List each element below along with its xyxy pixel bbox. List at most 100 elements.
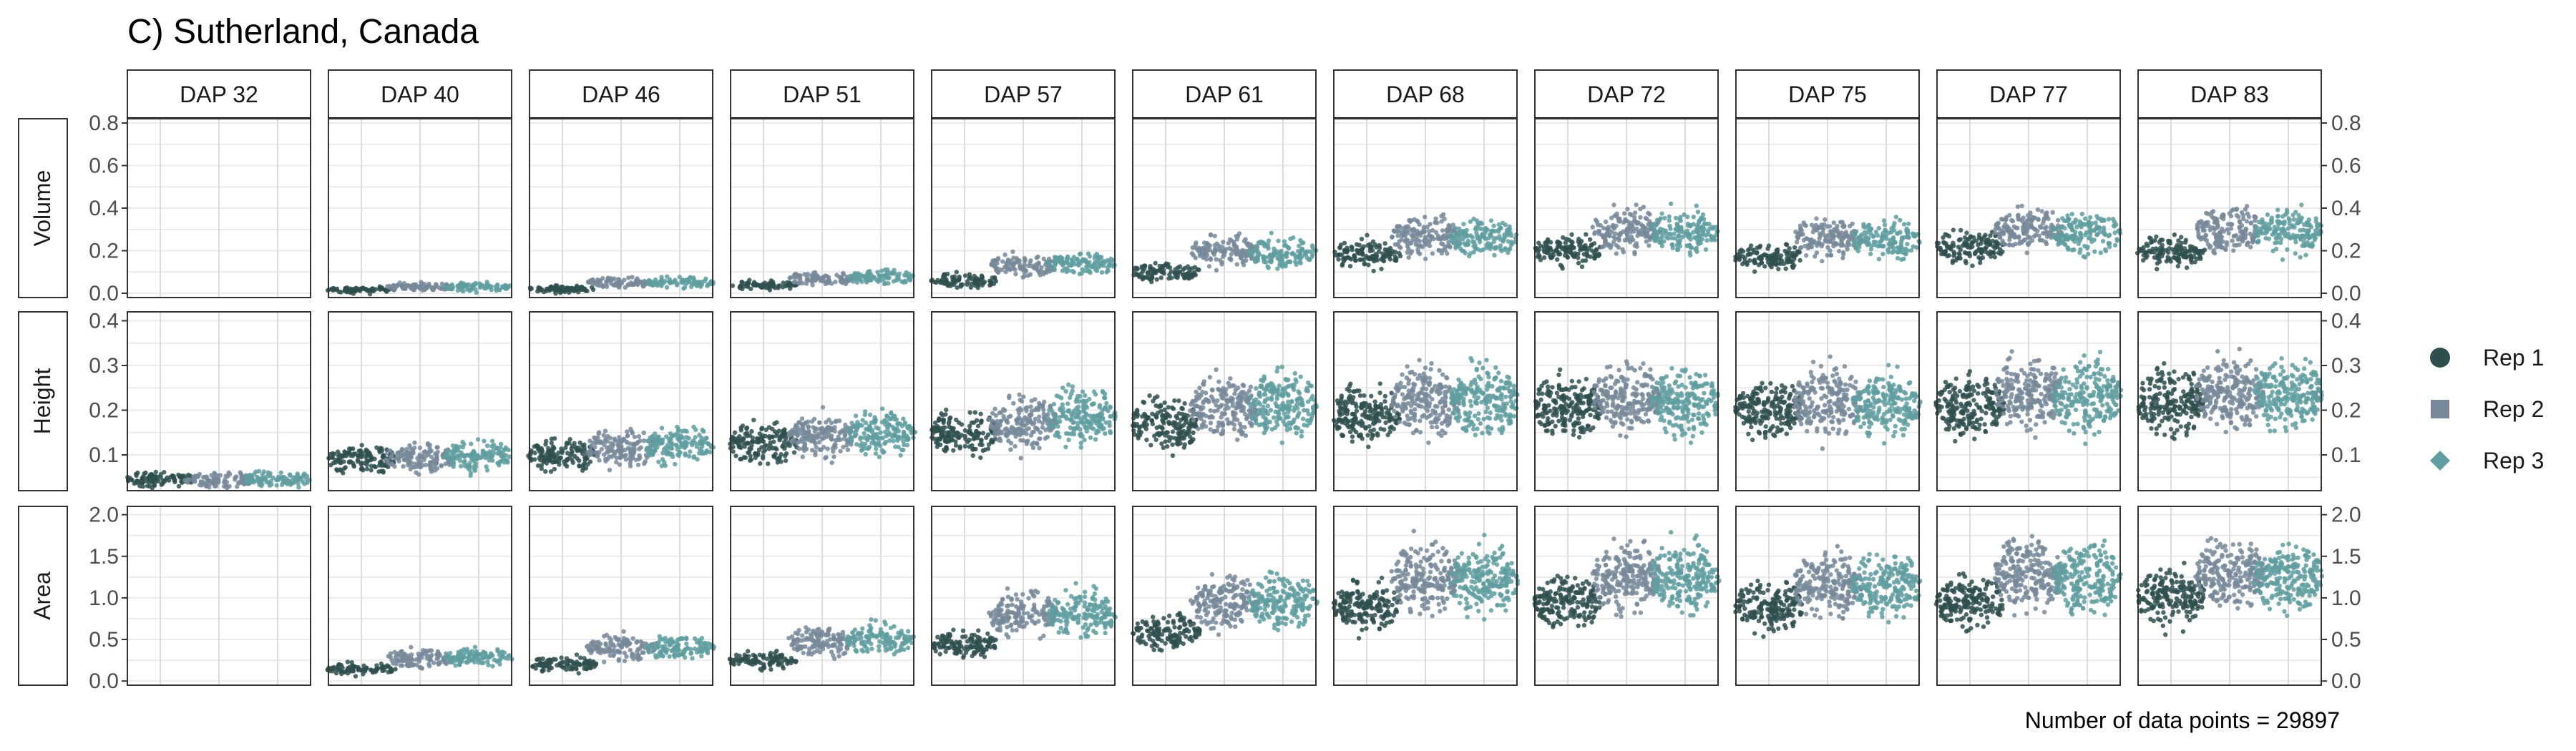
data-point — [1611, 202, 1616, 207]
data-point — [1590, 225, 1595, 230]
data-point — [1238, 254, 1244, 259]
data-point — [2010, 219, 2016, 224]
data-point — [646, 438, 651, 444]
data-point — [1908, 247, 1914, 253]
data-point — [1901, 222, 1907, 227]
data-point — [243, 477, 248, 483]
data-point — [469, 441, 474, 446]
data-point — [628, 426, 633, 431]
data-point — [592, 445, 597, 450]
data-point — [1790, 252, 1795, 257]
data-point — [731, 449, 736, 454]
data-point — [567, 441, 572, 446]
data-point — [1964, 230, 1969, 235]
data-point — [204, 476, 210, 481]
data-point — [1493, 246, 1498, 251]
data-point — [1754, 250, 1760, 256]
data-point — [2269, 220, 2274, 225]
data-point — [612, 276, 617, 281]
data-point — [1385, 247, 1391, 252]
data-point — [781, 440, 787, 445]
data-point — [1066, 268, 1071, 273]
data-point — [1677, 233, 1682, 239]
data-point — [1781, 261, 1787, 266]
data-point — [1674, 222, 1680, 228]
data-point — [2092, 249, 2097, 254]
data-point — [1996, 241, 2001, 246]
swarm-rep-3 — [645, 274, 716, 291]
data-point — [574, 446, 579, 451]
data-point — [2054, 226, 2059, 231]
data-point — [1976, 247, 1981, 252]
data-point — [1857, 245, 1862, 250]
data-point — [374, 287, 379, 292]
data-point — [1269, 253, 1274, 258]
data-point — [348, 459, 353, 464]
data-point — [982, 280, 987, 285]
y-tick-label-right: 0.1 — [2331, 443, 2361, 467]
data-point — [962, 273, 968, 278]
data-point — [1569, 232, 1574, 237]
data-point — [585, 462, 590, 467]
data-point — [1971, 239, 1976, 245]
data-point — [1906, 221, 1911, 227]
data-point — [660, 440, 665, 446]
data-point — [1423, 256, 1428, 262]
swarm-rep-2 — [787, 270, 859, 288]
data-point — [1621, 250, 1626, 255]
facet-panel — [1131, 118, 1319, 298]
data-point — [761, 449, 766, 455]
data-point — [407, 443, 412, 448]
swarm-rep-3 — [1046, 251, 1117, 277]
data-point — [2291, 235, 2296, 240]
data-point — [1638, 207, 1643, 212]
data-point — [556, 288, 562, 293]
data-point — [1468, 251, 1473, 256]
data-point — [1044, 270, 1049, 275]
data-point — [365, 452, 371, 458]
data-point — [1870, 234, 1876, 239]
data-point — [600, 284, 605, 289]
data-point — [2196, 233, 2201, 239]
data-point — [1173, 267, 1178, 272]
facet-panel — [1733, 118, 1922, 298]
data-point — [2054, 236, 2059, 241]
data-point — [570, 457, 575, 463]
data-point — [1813, 254, 1818, 259]
data-point — [1819, 222, 1824, 227]
data-point — [2303, 252, 2308, 257]
data-point — [195, 474, 200, 479]
data-point — [1834, 226, 1840, 232]
column-label: DAP 68 — [1386, 82, 1465, 107]
data-point — [826, 278, 832, 283]
data-point — [2240, 216, 2246, 221]
data-point — [2232, 233, 2237, 239]
data-point — [1559, 264, 1564, 269]
data-point — [965, 279, 970, 284]
data-point — [650, 452, 655, 458]
data-point — [1793, 230, 1798, 235]
data-point — [2304, 220, 2309, 225]
data-point — [2155, 252, 2161, 257]
data-point — [1430, 251, 1435, 256]
data-point — [421, 450, 426, 455]
data-point — [273, 477, 279, 482]
data-point — [396, 450, 402, 456]
data-point — [1828, 229, 1833, 234]
data-point — [590, 281, 595, 287]
data-point — [302, 481, 307, 486]
data-point — [2250, 237, 2255, 242]
data-point — [2044, 210, 2049, 215]
data-point — [683, 439, 688, 444]
data-point — [280, 482, 285, 487]
data-point — [1367, 256, 1372, 262]
data-point — [689, 441, 694, 446]
data-point — [2027, 235, 2033, 240]
data-point — [2183, 237, 2188, 242]
facet-panel — [127, 118, 311, 298]
data-point — [1682, 212, 1687, 217]
data-point — [1699, 237, 1705, 242]
data-point — [1898, 230, 1903, 235]
data-point — [1905, 232, 1911, 237]
data-point — [1673, 227, 1678, 232]
